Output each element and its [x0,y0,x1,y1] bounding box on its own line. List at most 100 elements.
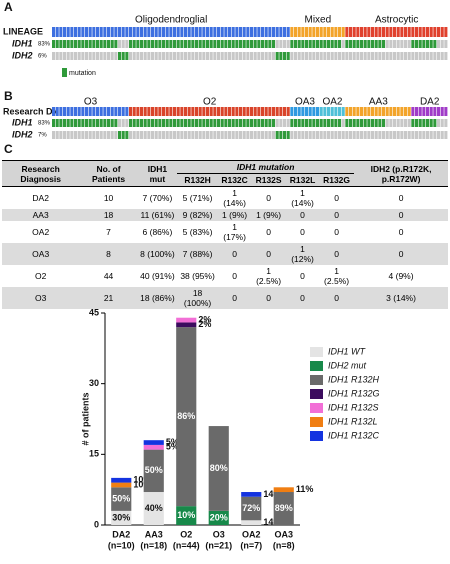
mutation-cell [206,40,210,48]
sample-cell [323,52,327,60]
mutation-cell [217,119,221,127]
sample-cell [55,131,59,139]
sample-cell [272,52,276,60]
mutation-cell [352,40,356,48]
sample-cell [426,131,430,139]
sample-cell [202,52,206,60]
sample-cell [426,52,430,60]
mutation-cell [349,119,353,127]
lineage-cell [173,27,177,37]
mutation-cell [418,40,422,48]
table-cell: 0 [286,287,319,309]
sample-cell [217,131,221,139]
sample-cell [158,52,162,60]
sample-cell [118,40,122,48]
mutation-cell [151,119,155,127]
sample-cell [242,131,246,139]
diagnosis-cell [209,107,213,116]
sample-cell [195,131,199,139]
sample-cell [261,131,265,139]
sample-cell [118,119,122,127]
lineage-cell [180,27,184,37]
lineage-cell [312,27,316,37]
lineage-cell [334,27,338,37]
sample-cell [393,40,397,48]
x-tick-sublabel: (n=18) [140,540,167,550]
value-label: 10% [177,510,195,520]
mutation-cell [239,40,243,48]
diagnosis-cell [433,107,437,116]
mutation-cell [319,40,323,48]
mutation-cell [198,119,202,127]
sample-cell [114,52,118,60]
sample-cell [242,52,246,60]
lineage-cell [308,27,312,37]
mutation-cell [173,119,177,127]
lineage-label: Astrocytic [375,15,418,26]
lineage-cell [202,27,206,37]
mutation-cell [242,119,246,127]
table-cell: 10 [103,193,114,203]
lineage-cell [235,27,239,37]
diagnosis-cell [297,107,301,116]
sample-cell [257,52,261,60]
lineage-cell [272,27,276,37]
sample-cell [55,52,59,60]
mutation-cell [272,40,276,48]
sample-cell [99,131,103,139]
sample-cell [371,131,375,139]
sample-cell [114,131,118,139]
sample-cell [63,131,67,139]
legend-swatch [62,68,67,77]
mutation-cell [235,40,239,48]
sample-cell [184,131,188,139]
mutation-cell [209,40,213,48]
diagnosis-cell [400,107,404,116]
sample-cell [327,52,331,60]
table-row: OA3 8 8 (100%) 7 (88%) 0 0 1 (12%) 0 0 [2,243,448,265]
sample-cell [206,131,210,139]
diagnosis-cell [440,107,444,116]
legend-swatch [310,417,323,427]
lineage-label: Oligodendroglial [135,15,207,26]
mutation-cell [191,40,195,48]
sample-cell [385,40,389,48]
bar-segment [111,510,132,525]
panel-label: A [4,0,13,14]
sample-cell [129,131,133,139]
sample-cell [389,131,393,139]
diagnosis-cell [103,107,107,116]
lineage-cell [217,27,221,37]
mutation-cell [312,119,316,127]
sample-cell [437,52,441,60]
mutation-cell [158,119,162,127]
mutation-cell [202,119,206,127]
lineage-cell [283,27,287,37]
legend-label: IDH1 R132H [328,374,380,384]
lineage-cell [385,27,389,37]
sample-cell [356,131,360,139]
lineage-cell [360,27,364,37]
sample-cell [77,131,81,139]
lineage-cell [63,27,67,37]
sample-cell [341,40,345,48]
sample-cell [290,131,294,139]
mutation-cell [198,40,202,48]
lineage-cell [81,27,85,37]
lineage-cell [96,27,100,37]
mutation-cell [308,40,312,48]
sample-cell [110,131,114,139]
mutation-cell [275,131,279,139]
mutation-cell [180,119,184,127]
sample-cell [294,52,298,60]
sample-cell [253,131,257,139]
sample-cell [220,131,224,139]
sample-cell [77,52,81,60]
lineage-cell [110,27,114,37]
mutation-cell [272,119,276,127]
mutation-cell [66,40,70,48]
sample-cell [393,52,397,60]
lineage-cell [396,27,400,37]
bar-segment [176,327,197,507]
lineage-cell [169,27,173,37]
